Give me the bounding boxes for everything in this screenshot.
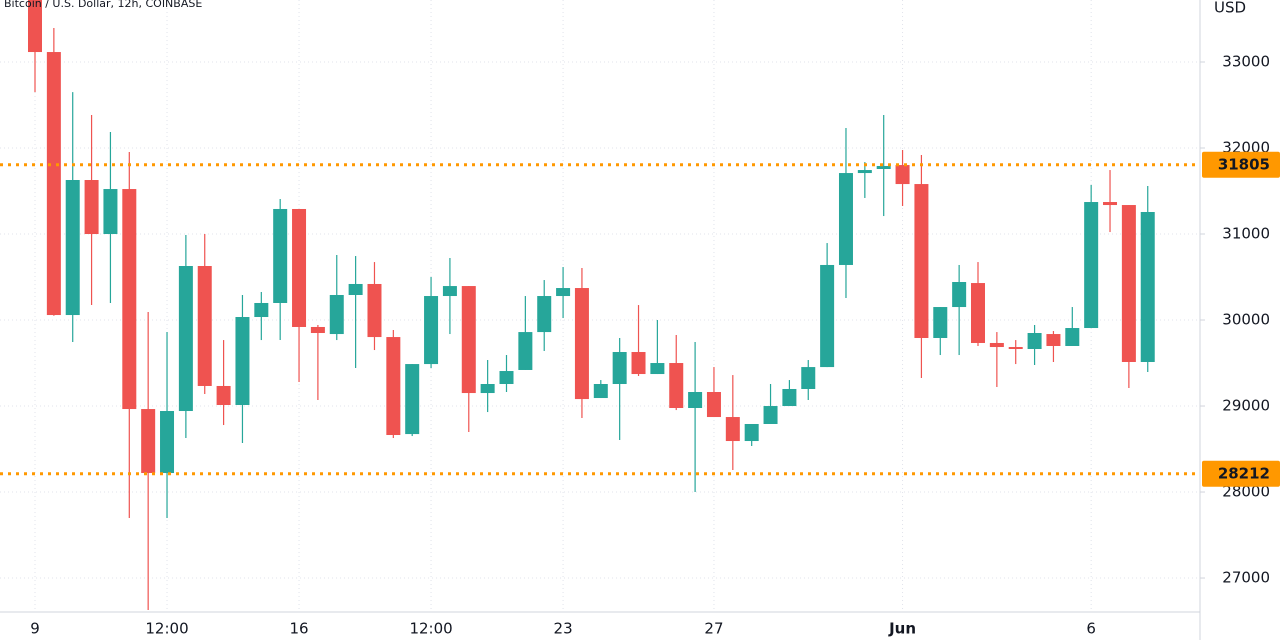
candle-body <box>216 385 231 405</box>
candle-body <box>46 52 61 316</box>
candle-body <box>574 288 589 400</box>
candle-body <box>612 352 627 385</box>
x-tick-label: 12:00 <box>409 620 452 638</box>
candle-body <box>933 307 948 338</box>
x-tick-label: Jun <box>888 620 916 638</box>
candle-body <box>103 189 118 235</box>
candle-body <box>537 296 552 333</box>
candle-body <box>838 173 853 265</box>
candle-body <box>744 423 759 442</box>
candle-body <box>518 332 533 370</box>
candle-body <box>857 170 872 174</box>
candle-body <box>1121 205 1136 362</box>
candle-body <box>386 337 401 436</box>
level-label: 28212 <box>1218 464 1270 482</box>
candle-body <box>329 294 344 335</box>
y-tick-label: 30000 <box>1222 311 1270 329</box>
candle-body <box>763 406 778 424</box>
x-tick-label: 12:00 <box>145 620 188 638</box>
y-tick-label: 28000 <box>1222 483 1270 501</box>
candle-body <box>84 180 99 235</box>
x-tick-label: 27 <box>704 620 723 638</box>
y-tick-label: 31000 <box>1222 225 1270 243</box>
y-axis-label: USD <box>1214 0 1246 17</box>
level-label-box <box>1202 151 1280 178</box>
candle-body <box>706 392 721 418</box>
candle-body <box>801 367 816 389</box>
x-tick-label: 6 <box>1086 620 1096 638</box>
candle-body <box>65 180 80 316</box>
candle-body <box>461 286 476 394</box>
candle-body <box>367 283 382 338</box>
candle-body <box>480 384 495 394</box>
candle-body <box>160 411 175 474</box>
candle-body <box>141 409 156 474</box>
candle-body <box>725 417 740 442</box>
candle-body <box>235 317 250 405</box>
candle-body <box>348 283 363 295</box>
candle-body <box>1084 202 1099 329</box>
candle-body <box>254 302 269 318</box>
candle-body <box>178 266 193 412</box>
x-tick-label: 23 <box>554 620 573 638</box>
candle-body <box>556 288 571 297</box>
candle-body <box>782 388 797 407</box>
candle-body <box>197 266 212 386</box>
candle-body <box>499 371 514 385</box>
candle-body <box>876 165 891 169</box>
candle-body <box>405 364 420 435</box>
y-tick-label: 29000 <box>1222 397 1270 415</box>
candle-body <box>1008 347 1023 350</box>
candle-body <box>631 352 646 375</box>
candle-body <box>1140 211 1155 362</box>
candle-body <box>820 264 835 368</box>
candle-body <box>989 342 1004 348</box>
level-label-box <box>1202 460 1280 487</box>
candle-body <box>593 384 608 399</box>
candle-body <box>1103 202 1118 206</box>
candle-body <box>424 296 439 365</box>
candle-body <box>1065 328 1080 346</box>
plot-area <box>28 0 1155 611</box>
candle-body <box>895 165 910 185</box>
candle-body <box>273 208 288 303</box>
candle-body <box>1046 334 1061 346</box>
candle-body <box>310 326 325 334</box>
candle-body <box>669 363 684 408</box>
candle-body <box>1027 333 1042 350</box>
candle-body <box>122 189 137 410</box>
candle-body <box>952 282 967 308</box>
candle-body <box>650 363 665 375</box>
candle-body <box>914 184 929 338</box>
candle-body <box>292 208 307 327</box>
candle-body <box>28 0 42 53</box>
y-tick-label: 27000 <box>1222 569 1270 587</box>
candle-body <box>971 283 985 343</box>
chart-title: Bitcoin / U.S. Dollar, 12h, COINBASE <box>4 0 202 10</box>
x-tick-label: 16 <box>289 620 308 638</box>
y-tick-label: 33000 <box>1222 53 1270 71</box>
level-label: 31805 <box>1218 155 1270 173</box>
candle-body <box>442 286 457 297</box>
candle-body <box>688 392 703 408</box>
x-tick-label: 9 <box>30 620 40 638</box>
